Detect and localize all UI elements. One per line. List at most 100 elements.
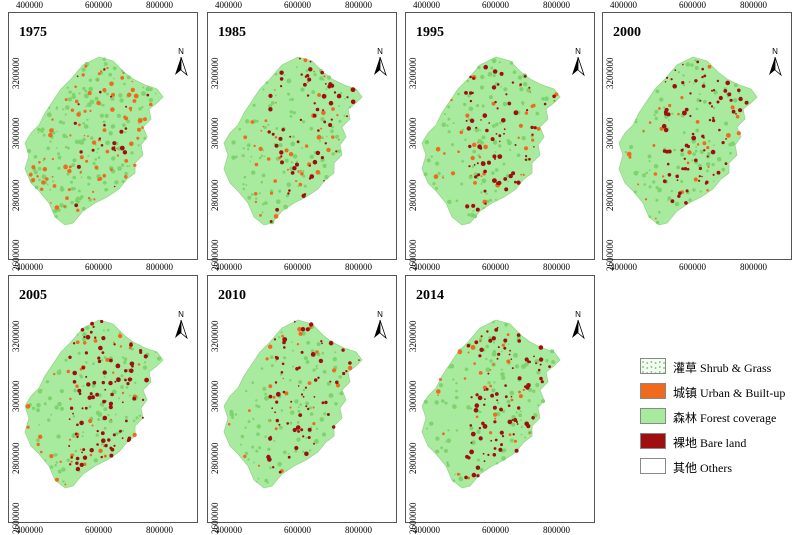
x-axis-tick-label: 800000 — [146, 262, 173, 272]
province-forest-area — [223, 319, 363, 489]
province-forest-area — [421, 56, 561, 226]
legend-en-forest: Forest coverage — [700, 411, 777, 425]
x-axis-tick-label: 600000 — [284, 262, 311, 272]
legend-swatch-urban — [640, 383, 666, 399]
y-axis-tick-label: 3200000 — [210, 320, 220, 353]
legend-zh-shrub-grass: 灌草 — [673, 361, 698, 375]
y-axis-tick-label: 3000000 — [408, 117, 418, 150]
land-cover-map — [223, 56, 363, 226]
y-axis-tick-label: 3000000 — [11, 380, 21, 413]
legend-swatch-others — [640, 458, 666, 474]
panel-year-label: 1975 — [19, 25, 47, 40]
map-panel-1995: 1995 N 3200000 3000000 2800000 2600000 — [405, 12, 595, 271]
x-axis-tick-label: 600000 — [85, 262, 112, 272]
map-panel-1975: 1975 N 3200000 3000000 2800000 2600000 — [8, 12, 198, 271]
urban-patches — [436, 333, 531, 480]
panel-year-label: 2005 — [19, 288, 47, 303]
map-panel-2005: 2005 N 3200000 3000000 2800000 2600000 — [8, 275, 198, 534]
north-arrow-label: N — [178, 310, 184, 319]
urban-patches — [227, 326, 353, 473]
bare-land-patches — [464, 326, 551, 480]
x-axis-tick-label: 600000 — [284, 0, 311, 10]
bare-land-patches — [661, 60, 749, 205]
province-forest-area — [223, 56, 363, 226]
north-arrow-icon: N — [570, 47, 586, 77]
x-axis-tick-label: 400000 — [413, 262, 440, 272]
x-axis-tick-label: 400000 — [16, 262, 43, 272]
legend-zh-forest: 森林 — [673, 411, 698, 425]
land-cover-map — [421, 56, 561, 226]
x-axis-tick-label: 400000 — [413, 0, 440, 10]
north-arrow-icon: N — [372, 310, 388, 340]
y-axis-tick-label: 3200000 — [11, 57, 21, 90]
north-arrow-icon: N — [173, 310, 189, 340]
bare-land-patches — [267, 57, 356, 223]
x-axis-tick-label: 800000 — [543, 525, 570, 535]
x-axis-tick-label: 600000 — [482, 0, 509, 10]
x-axis-tick-label: 600000 — [284, 525, 311, 535]
north-arrow-label: N — [772, 47, 778, 56]
x-axis-tick-label: 600000 — [679, 0, 706, 10]
panel-year-label: 2000 — [613, 25, 641, 40]
y-axis-tick-label: 2800000 — [11, 442, 21, 475]
map-panel-2014: 2014 N 3200000 3000000 2800000 2600000 — [405, 275, 595, 534]
x-axis-tick-label: 600000 — [85, 0, 112, 10]
bare-land-patches — [266, 320, 360, 474]
y-axis-tick-label: 2800000 — [11, 179, 21, 212]
province-forest-area — [618, 56, 758, 226]
land-cover-map — [24, 56, 164, 226]
north-arrow-icon: N — [372, 47, 388, 77]
north-arrow-label: N — [575, 310, 581, 319]
x-axis-tick-label: 800000 — [543, 262, 570, 272]
x-axis-tick-label: 400000 — [16, 0, 43, 10]
north-arrow-label: N — [377, 47, 383, 56]
panel-year-label: 1995 — [416, 25, 444, 40]
shrub-grass-patches — [26, 57, 157, 218]
y-axis-tick-label: 3000000 — [210, 117, 220, 150]
land-cover-map — [421, 319, 561, 489]
land-cover-map — [618, 56, 758, 226]
legend-swatch-shrub-grass — [640, 358, 666, 374]
x-axis-tick-label: 800000 — [345, 0, 372, 10]
north-arrow-label: N — [178, 47, 184, 56]
y-axis-tick-label: 3000000 — [408, 380, 418, 413]
shrub-grass-patches — [229, 325, 344, 484]
y-axis-tick-label: 3000000 — [605, 117, 615, 150]
legend-swatch-bare-land — [640, 433, 666, 449]
x-axis-tick-label: 400000 — [610, 262, 637, 272]
x-axis-tick-label: 600000 — [679, 262, 706, 272]
x-axis-tick-label: 400000 — [610, 0, 637, 10]
y-axis-tick-label: 3200000 — [408, 320, 418, 353]
x-axis-tick-label: 400000 — [215, 0, 242, 10]
legend-zh-urban: 城镇 — [673, 386, 698, 400]
x-axis-tick-label: 600000 — [85, 525, 112, 535]
urban-patches — [243, 58, 340, 219]
land-cover-map — [24, 319, 164, 489]
x-axis-tick-label: 800000 — [740, 262, 767, 272]
y-axis-tick-label: 2800000 — [210, 442, 220, 475]
y-axis-tick-label: 2800000 — [210, 179, 220, 212]
x-axis-tick-label: 800000 — [146, 0, 173, 10]
north-arrow-label: N — [575, 47, 581, 56]
x-axis-tick-label: 800000 — [345, 525, 372, 535]
y-axis-tick-label: 3000000 — [11, 117, 21, 150]
y-axis-tick-label: 3000000 — [210, 380, 220, 413]
north-arrow-icon: N — [767, 47, 783, 77]
bare-land-patches — [464, 64, 556, 212]
urban-patches — [25, 333, 141, 486]
x-axis-tick-label: 800000 — [146, 525, 173, 535]
x-axis-tick-label: 800000 — [345, 262, 372, 272]
bare-land-patches — [73, 68, 150, 208]
x-axis-tick-label: 600000 — [482, 262, 509, 272]
panel-year-label: 2014 — [416, 288, 444, 303]
y-axis-tick-label: 2800000 — [605, 179, 615, 212]
legend-en-urban: Urban & Built-up — [700, 386, 786, 400]
legend-en-others: Others — [700, 461, 733, 475]
y-axis-tick-label: 2800000 — [408, 179, 418, 212]
panel-year-label: 2010 — [218, 288, 246, 303]
x-axis-tick-label: 400000 — [16, 525, 43, 535]
y-axis-tick-label: 3200000 — [210, 57, 220, 90]
bare-land-patches — [68, 319, 150, 472]
y-axis-tick-label: 3200000 — [605, 57, 615, 90]
land-cover-map — [223, 319, 363, 489]
